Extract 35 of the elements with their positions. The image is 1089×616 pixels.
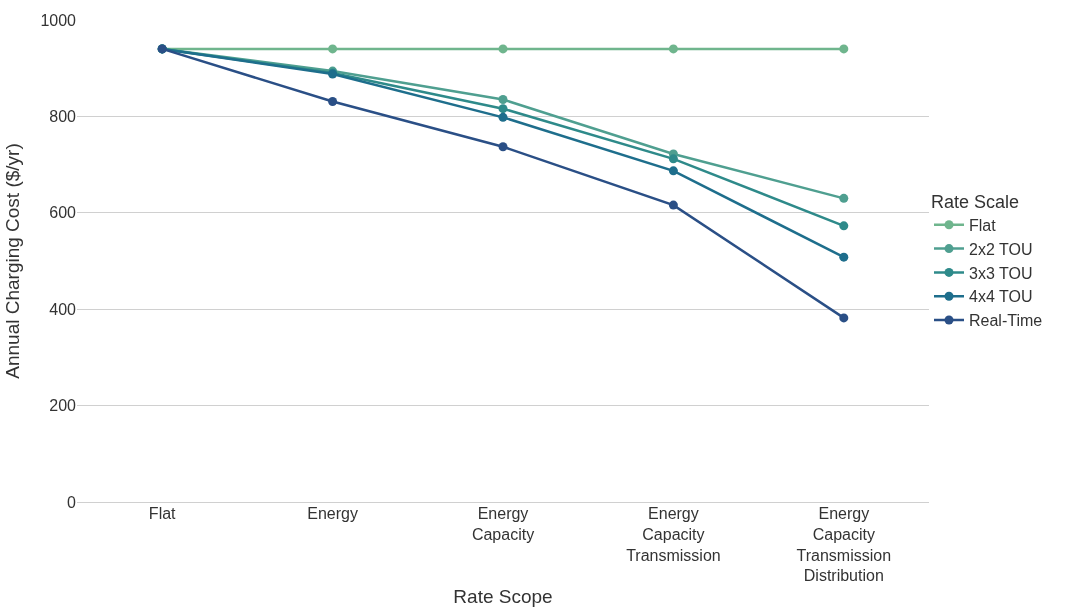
x-tick-label: Energy Capacity Transmission Distribution	[796, 505, 892, 585]
y-tick-label: 400	[49, 300, 77, 318]
x-tick-label: Flat	[148, 505, 177, 522]
point	[498, 44, 508, 54]
legend-title: Rate Scale	[931, 191, 1020, 212]
y-tick-label: 200	[49, 397, 77, 415]
legend-label: 2x2 TOU	[969, 240, 1033, 258]
y-tick-label: 0	[67, 493, 77, 511]
legend-label: 4x4 TOU	[969, 288, 1033, 306]
point	[498, 112, 508, 122]
point	[328, 96, 338, 106]
point	[668, 166, 678, 176]
point	[839, 221, 849, 231]
point	[668, 154, 678, 164]
y-axis-title: Annual Charging Cost ($/yr)	[2, 143, 24, 379]
point	[668, 200, 678, 210]
x-tick-label: Energy Capacity Transmission	[626, 505, 721, 564]
point	[328, 44, 338, 54]
x-tick-label: Energy Capacity	[471, 505, 535, 543]
legend-label: 3x3 TOU	[969, 264, 1033, 282]
point	[498, 104, 508, 114]
point	[839, 313, 849, 323]
point	[498, 142, 508, 152]
legend-label: Flat	[969, 217, 997, 235]
legend-label: Real-Time	[969, 312, 1043, 330]
x-tick-label: Energy	[307, 505, 358, 522]
x-axis-title: Rate Scope	[453, 586, 553, 608]
point	[839, 252, 849, 262]
y-tick-label: 600	[49, 204, 77, 222]
y-tick-label: 1000	[40, 11, 77, 29]
y-tick-label: 800	[49, 108, 77, 125]
point	[498, 95, 508, 105]
point	[839, 44, 849, 54]
point	[839, 193, 849, 203]
point	[668, 44, 678, 54]
